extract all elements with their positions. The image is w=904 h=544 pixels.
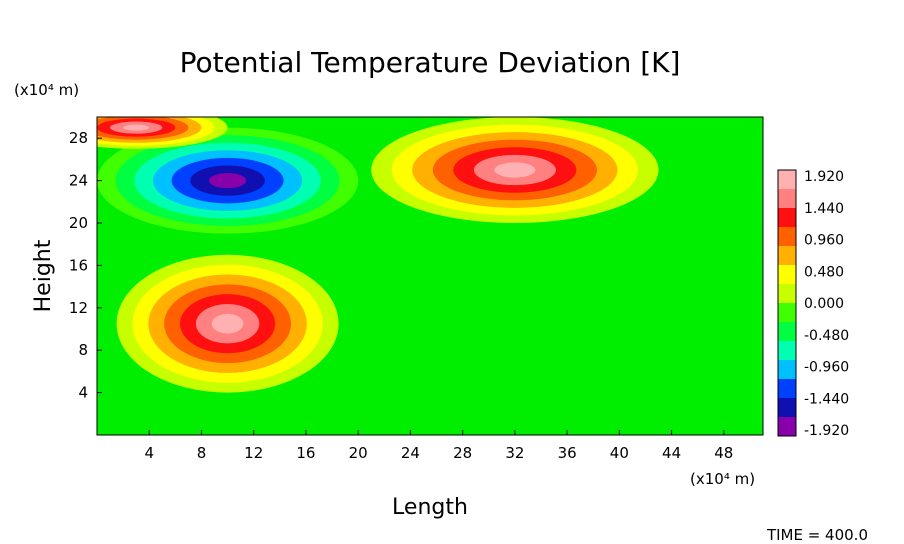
colorbar-label: -1.920 bbox=[804, 423, 849, 439]
colorbar-label: 0.480 bbox=[804, 264, 844, 280]
colorbar-labels: 1.920 1.440 0.960 0.480 0.000 -0.480 -0.960 -1.… bbox=[804, 169, 849, 439]
colorbar-segment bbox=[778, 246, 796, 265]
y-tick-label: 24 bbox=[69, 172, 88, 190]
x-tick-label: 24 bbox=[401, 444, 420, 462]
x-tick-label: 16 bbox=[296, 444, 315, 462]
plot-frame bbox=[96, 116, 764, 436]
y-tick-label: 8 bbox=[78, 341, 88, 359]
y-tick-label: 4 bbox=[78, 384, 88, 402]
x-tick-label: 4 bbox=[144, 444, 154, 462]
colorbar-label: 0.000 bbox=[804, 296, 844, 312]
x-tick-label: 48 bbox=[714, 444, 733, 462]
x-tick-label: 8 bbox=[197, 444, 207, 462]
colorbar-segment bbox=[778, 360, 796, 379]
colorbar-label: -1.440 bbox=[804, 391, 849, 407]
x-tick-label: 12 bbox=[244, 444, 263, 462]
colorbar-segment bbox=[778, 284, 796, 303]
plot-area bbox=[97, 117, 763, 435]
colorbar-segment bbox=[778, 379, 796, 398]
colorbar-segment bbox=[778, 170, 796, 189]
y-axis-ticks: 4 8 12 16 20 24 28 bbox=[69, 129, 102, 402]
contour-level-0-6 bbox=[211, 313, 244, 334]
x-tick-label: 36 bbox=[558, 444, 577, 462]
x-tick-label: 40 bbox=[610, 444, 629, 462]
colorbar-frame bbox=[777, 169, 797, 437]
time-label: TIME = 400.0 bbox=[766, 526, 868, 544]
contour-level-3-6 bbox=[123, 124, 150, 131]
x-tick-label: 32 bbox=[505, 444, 524, 462]
y-axis-label: Height bbox=[31, 239, 56, 312]
x-axis-label: Length bbox=[392, 495, 468, 520]
colorbar-segment bbox=[778, 265, 796, 284]
colorbar-segment bbox=[778, 322, 796, 341]
contour-level-1-6 bbox=[208, 173, 247, 189]
colorbar-label: 0.960 bbox=[804, 233, 844, 249]
y-tick-label: 28 bbox=[69, 129, 88, 147]
colorbar-label: 1.920 bbox=[804, 169, 844, 185]
colorbar-segment bbox=[778, 303, 796, 322]
chart-title: Potential Temperature Deviation [K] bbox=[180, 46, 681, 79]
contour-level-2-6 bbox=[494, 162, 536, 178]
colorbar-label: -0.480 bbox=[804, 328, 849, 344]
colorbar bbox=[777, 169, 797, 437]
y-tick-label: 20 bbox=[69, 214, 88, 232]
colorbar-segment bbox=[778, 208, 796, 227]
x-tick-label: 44 bbox=[662, 444, 681, 462]
x-unit-label: (x10⁴ m) bbox=[690, 470, 755, 488]
colorbar-label: 1.440 bbox=[804, 201, 844, 217]
colorbar-segment bbox=[778, 398, 796, 417]
y-tick-label: 16 bbox=[69, 256, 88, 274]
colorbar-segment bbox=[778, 189, 796, 208]
x-tick-label: 28 bbox=[453, 444, 472, 462]
colorbar-segment bbox=[778, 417, 796, 436]
x-axis-ticks: 4 8 12 16 20 24 28 32 36 40 44 48 bbox=[144, 430, 733, 462]
y-unit-label: (x10⁴ m) bbox=[14, 81, 79, 99]
colorbar-segment bbox=[778, 341, 796, 360]
colorbar-segment bbox=[778, 227, 796, 246]
y-tick-label: 12 bbox=[69, 299, 88, 317]
colorbar-label: -0.960 bbox=[804, 360, 849, 376]
x-tick-label: 20 bbox=[349, 444, 368, 462]
